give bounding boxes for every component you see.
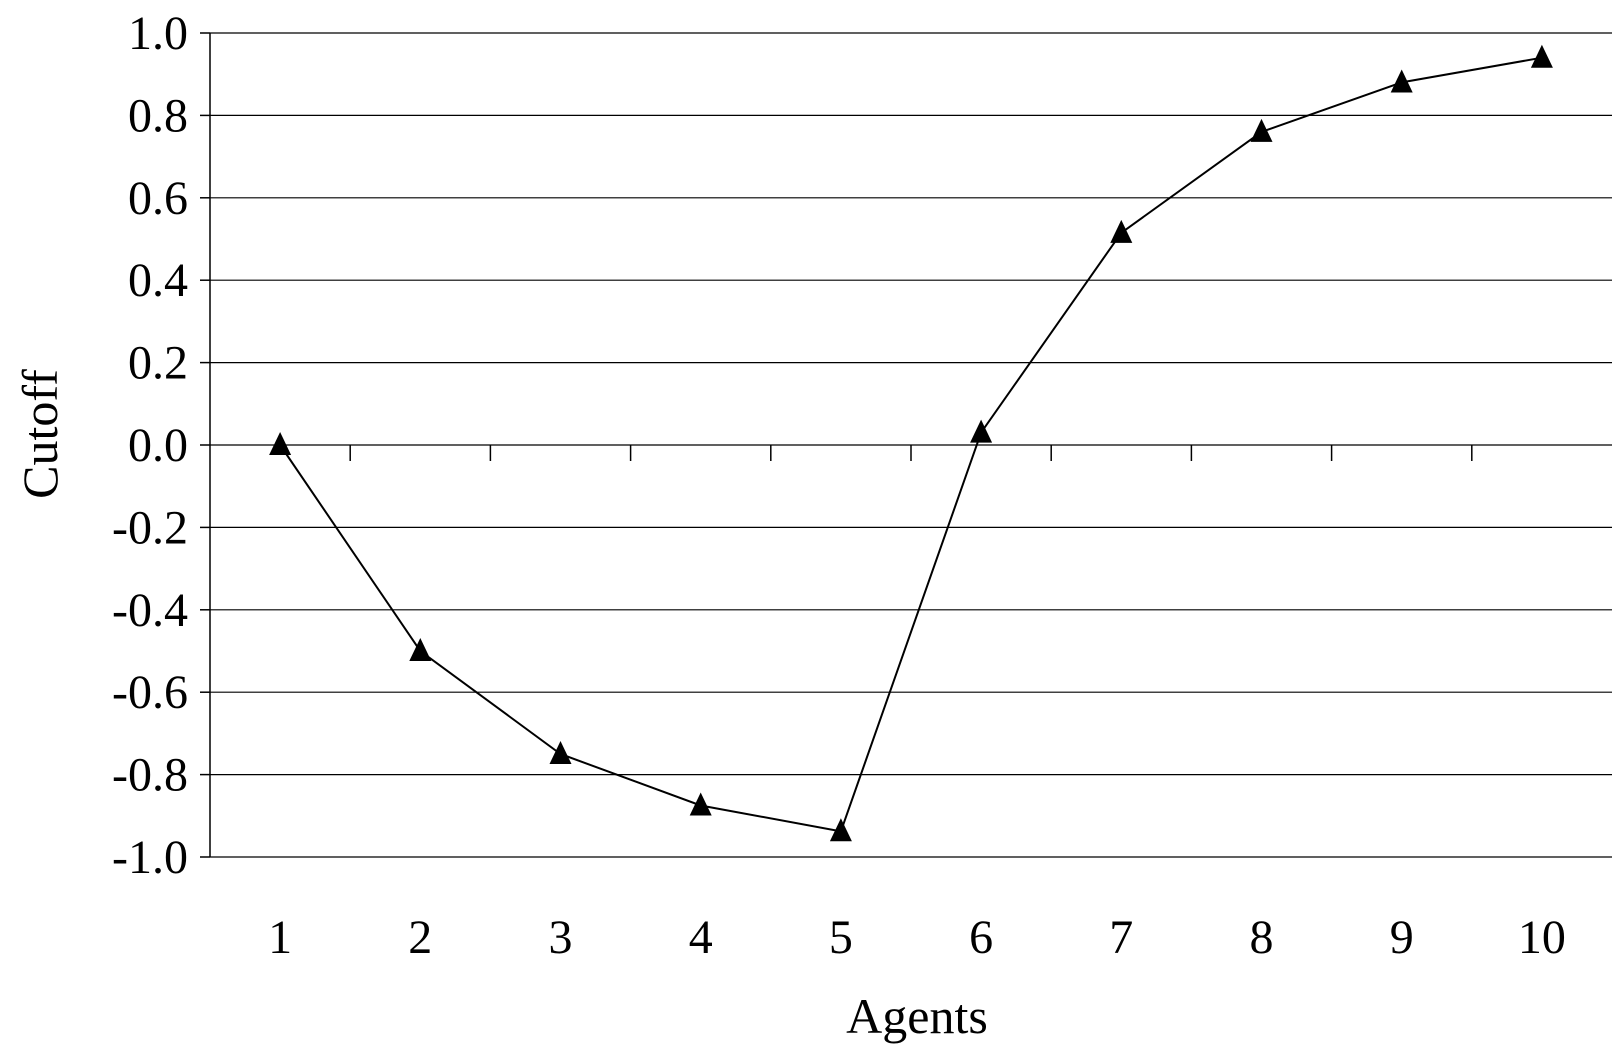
y-tick-label: 0.2: [128, 337, 188, 390]
y-axis-title: Cutoff: [12, 369, 68, 499]
x-tick-label: 9: [1390, 911, 1414, 964]
data-point-marker: [970, 419, 993, 443]
y-tick-label: -0.4: [112, 584, 188, 637]
x-tick-label: 7: [1109, 911, 1133, 964]
data-point-marker: [689, 792, 712, 816]
y-tick-label: -0.6: [112, 666, 188, 719]
y-tick-label: 0.6: [128, 172, 188, 225]
data-point-marker: [1390, 69, 1413, 93]
x-axis-title: Agents: [846, 988, 988, 1044]
x-tick-label: 8: [1250, 911, 1274, 964]
x-tick-labels: 1 2 3 4 5 6 7 8 9 10: [268, 911, 1566, 964]
x-tick-label: 10: [1518, 911, 1566, 964]
data-point-marker: [829, 818, 852, 842]
y-tick-label: 0.0: [128, 419, 188, 472]
x-tick-label: 3: [549, 911, 573, 964]
data-point-marker: [409, 638, 432, 661]
y-tick-label: 0.8: [128, 89, 188, 142]
x-tick-label: 2: [408, 911, 432, 964]
y-tick-labels: 1.0 0.8 0.6 0.4 0.2 0.0 -0.2 -0.4 -0.6 -0.8 -1.0: [112, 7, 188, 884]
x-tick-label: 4: [689, 911, 713, 964]
data-point-marker: [269, 432, 292, 455]
y-tick-label: -0.2: [112, 501, 188, 554]
data-point-marker: [1110, 219, 1133, 243]
x-tick-label: 1: [268, 911, 292, 964]
series-line: [279, 56, 1543, 833]
y-tick-label: 1.0: [128, 7, 188, 60]
axes: [200, 32, 1473, 858]
data-series: [269, 44, 1553, 842]
data-point-marker: [1250, 118, 1273, 142]
data-point-marker: [1530, 44, 1553, 68]
y-tick-label: -1.0: [112, 831, 188, 884]
x-tick-label: 5: [829, 911, 853, 964]
x-tick-label: 6: [969, 911, 993, 964]
data-point-marker: [549, 741, 572, 764]
y-tick-label: -0.8: [112, 749, 188, 802]
y-tick-label: 0.4: [128, 254, 188, 307]
